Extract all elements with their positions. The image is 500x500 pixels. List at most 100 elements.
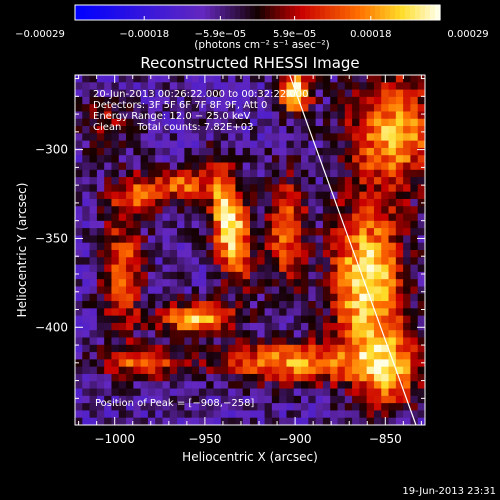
heatmap-cell	[403, 322, 411, 331]
heatmap-cell	[388, 206, 397, 215]
heatmap-cell	[322, 293, 331, 302]
heatmap-cell	[111, 257, 120, 266]
heatmap-cell	[279, 184, 287, 193]
heatmap-cell	[75, 169, 83, 178]
heatmap-cell	[111, 410, 120, 419]
heatmap-cell	[410, 162, 419, 171]
heatmap-cell	[366, 286, 375, 295]
peak-position-text: Position of Peak = [−908,−258]	[95, 398, 254, 409]
heatmap-cell	[213, 206, 222, 215]
heatmap-cell	[133, 330, 142, 338]
heatmap-cell	[366, 89, 375, 98]
heatmap-cell	[373, 410, 382, 419]
heatmap-cell	[301, 228, 309, 236]
heatmap-cell	[140, 235, 149, 244]
heatmap-cell	[177, 308, 185, 317]
heatmap-cell	[140, 293, 149, 302]
heatmap-cell	[264, 82, 273, 91]
heatmap-cell	[162, 75, 171, 83]
heatmap-cell	[169, 220, 178, 229]
heatmap-cell	[359, 330, 368, 338]
colorbar-segment	[205, 5, 211, 20]
heatmap-cell	[279, 403, 287, 411]
heatmap-cell	[315, 279, 324, 287]
heatmap-cell	[410, 155, 419, 163]
heatmap-cell	[337, 133, 346, 142]
heatmap-cell	[337, 111, 346, 120]
heatmap-cell	[344, 147, 353, 156]
heatmap-cell	[366, 279, 375, 287]
heatmap-cell	[162, 410, 171, 419]
colorbar-segment	[355, 5, 361, 20]
heatmap-cell	[388, 410, 397, 419]
heatmap-cell	[330, 344, 338, 353]
heatmap-cell	[315, 337, 324, 346]
heatmap-cell	[118, 330, 127, 338]
heatmap-cell	[315, 250, 324, 258]
heatmap-cell	[344, 250, 353, 258]
heatmap-cell	[286, 395, 295, 404]
heatmap-cell	[235, 213, 244, 222]
heatmap-cell	[213, 366, 222, 375]
heatmap-cell	[330, 250, 338, 258]
heatmap-cell	[206, 191, 215, 200]
heatmap-cell	[264, 250, 273, 258]
heatmap-cell	[301, 279, 309, 287]
heatmap-cell	[403, 89, 411, 98]
heatmap-cell	[126, 373, 134, 382]
heatmap-cell	[301, 330, 309, 338]
heatmap-cell	[147, 220, 156, 229]
heatmap-cell	[177, 206, 185, 215]
heatmap-cell	[169, 118, 178, 127]
heatmap-cell	[198, 82, 207, 91]
heatmap-cell	[250, 220, 258, 229]
heatmap-cell	[228, 140, 236, 149]
heatmap-cell	[330, 257, 338, 266]
heatmap-cell	[301, 111, 309, 120]
colorbar-segment	[135, 5, 141, 20]
heatmap-cell	[206, 293, 215, 302]
heatmap-cell	[388, 279, 397, 287]
heatmap-cell	[147, 213, 156, 222]
heatmap-cell	[337, 126, 346, 134]
heatmap-cell	[359, 359, 368, 368]
heatmap-cell	[104, 177, 112, 185]
heatmap-cell	[206, 264, 215, 273]
heatmap-cell	[410, 308, 419, 317]
heatmap-cell	[322, 191, 331, 200]
heatmap-cell	[366, 118, 375, 127]
heatmap-cell	[228, 228, 236, 236]
heatmap-cell	[373, 366, 382, 375]
heatmap-cell	[410, 344, 419, 353]
heatmap-cell	[89, 235, 98, 244]
heatmap-cell	[417, 147, 425, 156]
heatmap-cell	[213, 388, 222, 397]
heatmap-cell	[184, 75, 193, 83]
heatmap-cell	[359, 395, 368, 404]
heatmap-cell	[82, 111, 91, 120]
heatmap-cell	[293, 359, 302, 368]
heatmap-cell	[250, 177, 258, 185]
heatmap-cell	[104, 403, 112, 411]
heatmap-cell	[410, 147, 419, 156]
heatmap-cell	[257, 220, 266, 229]
heatmap-cell	[286, 373, 295, 382]
heatmap-cell	[177, 118, 185, 127]
heatmap-cell	[220, 395, 229, 404]
heatmap-cell	[410, 395, 419, 404]
heatmap-cell	[279, 89, 287, 98]
heatmap-cell	[344, 373, 353, 382]
heatmap-cell	[322, 257, 331, 266]
colorbar-top-tick-label: 5.9e−05	[273, 29, 316, 40]
heatmap-cell	[220, 250, 229, 258]
heatmap-cell	[228, 373, 236, 382]
heatmap-cell	[220, 359, 229, 368]
heatmap-cell	[279, 133, 287, 142]
heatmap-cell	[308, 344, 317, 353]
heatmap-cell	[366, 75, 375, 83]
heatmap-cell	[118, 191, 127, 200]
colorbar-segment	[430, 5, 436, 20]
heatmap-cell	[177, 191, 185, 200]
heatmap-cell	[213, 140, 222, 149]
heatmap-cell	[133, 147, 142, 156]
